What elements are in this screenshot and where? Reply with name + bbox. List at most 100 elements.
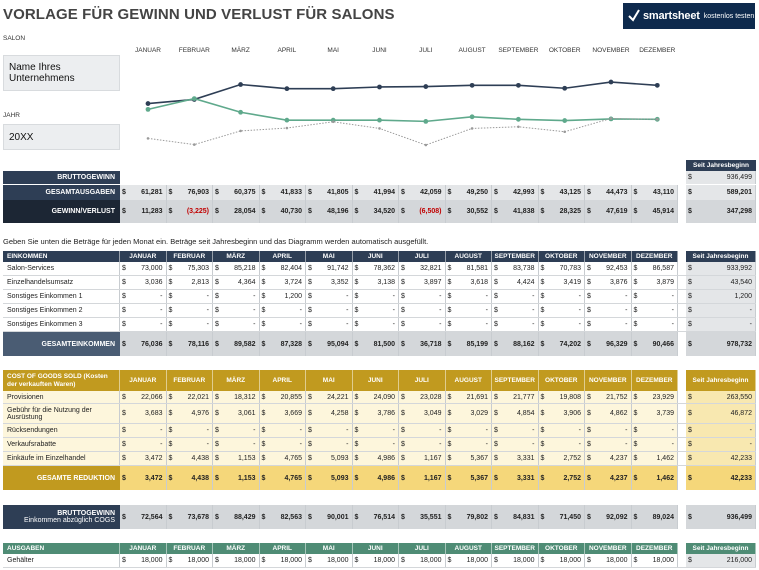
value-cell[interactable]: $75,303: [166, 262, 213, 275]
value-cell[interactable]: $21,691: [445, 391, 492, 403]
value-cell[interactable]: $ -: [631, 304, 678, 317]
value-cell[interactable]: $4,976: [166, 404, 213, 423]
value-cell[interactable]: $ -: [306, 290, 353, 303]
value-cell[interactable]: $ -: [166, 318, 213, 331]
value-cell[interactable]: $18,000: [120, 554, 167, 567]
value-cell[interactable]: $ -: [306, 318, 353, 331]
value-cell[interactable]: $18,000: [445, 554, 492, 567]
value-cell[interactable]: $4,258: [306, 404, 353, 423]
value-cell[interactable]: $ -: [120, 438, 167, 451]
value-cell[interactable]: $3,906: [538, 404, 585, 423]
value-cell[interactable]: $ -: [585, 438, 632, 451]
value-cell[interactable]: $22,021: [166, 391, 213, 403]
value-cell[interactable]: $18,000: [352, 554, 399, 567]
value-cell[interactable]: $18,000: [213, 554, 260, 567]
value-cell[interactable]: $ -: [585, 290, 632, 303]
value-cell[interactable]: $4,364: [213, 276, 260, 289]
year-input[interactable]: 20XX: [3, 124, 120, 150]
value-cell[interactable]: $86,587: [631, 262, 678, 275]
value-cell[interactable]: $83,738: [492, 262, 539, 275]
value-cell[interactable]: $18,000: [538, 554, 585, 567]
value-cell[interactable]: $ -: [538, 438, 585, 451]
value-cell[interactable]: $3,049: [399, 404, 446, 423]
value-cell[interactable]: $19,808: [538, 391, 585, 403]
value-cell[interactable]: $3,472: [120, 452, 167, 465]
value-cell[interactable]: $ -: [120, 318, 167, 331]
value-cell[interactable]: $24,221: [306, 391, 353, 403]
value-cell[interactable]: $ -: [259, 438, 306, 451]
value-cell[interactable]: $ -: [445, 438, 492, 451]
value-cell[interactable]: $4,237: [585, 452, 632, 465]
value-cell[interactable]: $2,813: [166, 276, 213, 289]
value-cell[interactable]: $3,786: [352, 404, 399, 423]
value-cell[interactable]: $32,821: [399, 262, 446, 275]
value-cell[interactable]: $3,876: [585, 276, 632, 289]
value-cell[interactable]: $ -: [492, 304, 539, 317]
value-cell[interactable]: $ -: [213, 318, 260, 331]
value-cell[interactable]: $ -: [352, 290, 399, 303]
value-cell[interactable]: $23,028: [399, 391, 446, 403]
value-cell[interactable]: $3,138: [352, 276, 399, 289]
value-cell[interactable]: $18,000: [306, 554, 353, 567]
value-cell[interactable]: $18,000: [259, 554, 306, 567]
value-cell[interactable]: $1,167: [399, 452, 446, 465]
value-cell[interactable]: $ -: [492, 318, 539, 331]
value-cell[interactable]: $18,000: [399, 554, 446, 567]
value-cell[interactable]: $ -: [352, 318, 399, 331]
value-cell[interactable]: $ -: [213, 304, 260, 317]
value-cell[interactable]: $ -: [166, 290, 213, 303]
value-cell[interactable]: $ -: [352, 424, 399, 437]
value-cell[interactable]: $1,462: [631, 452, 678, 465]
value-cell[interactable]: $ -: [306, 438, 353, 451]
value-cell[interactable]: $21,777: [492, 391, 539, 403]
value-cell[interactable]: $85,218: [213, 262, 260, 275]
value-cell[interactable]: $ -: [120, 424, 167, 437]
value-cell[interactable]: $ -: [166, 424, 213, 437]
value-cell[interactable]: $ -: [259, 424, 306, 437]
value-cell[interactable]: $ -: [585, 424, 632, 437]
value-cell[interactable]: $ -: [213, 424, 260, 437]
value-cell[interactable]: $ -: [399, 290, 446, 303]
value-cell[interactable]: $23,929: [631, 391, 678, 403]
value-cell[interactable]: $1,200: [259, 290, 306, 303]
value-cell[interactable]: $ -: [492, 424, 539, 437]
value-cell[interactable]: $ -: [352, 304, 399, 317]
value-cell[interactable]: $91,742: [306, 262, 353, 275]
value-cell[interactable]: $3,352: [306, 276, 353, 289]
value-cell[interactable]: $ -: [631, 438, 678, 451]
value-cell[interactable]: $3,061: [213, 404, 260, 423]
value-cell[interactable]: $ -: [631, 318, 678, 331]
value-cell[interactable]: $3,724: [259, 276, 306, 289]
value-cell[interactable]: $4,765: [259, 452, 306, 465]
value-cell[interactable]: $4,854: [492, 404, 539, 423]
value-cell[interactable]: $ -: [445, 290, 492, 303]
value-cell[interactable]: $ -: [538, 304, 585, 317]
value-cell[interactable]: $ -: [213, 290, 260, 303]
value-cell[interactable]: $92,453: [585, 262, 632, 275]
value-cell[interactable]: $ -: [538, 318, 585, 331]
value-cell[interactable]: $ -: [259, 318, 306, 331]
value-cell[interactable]: $70,783: [538, 262, 585, 275]
salon-name-input[interactable]: Name Ihres Unternehmens: [3, 55, 120, 91]
value-cell[interactable]: $1,153: [213, 452, 260, 465]
value-cell[interactable]: $3,029: [445, 404, 492, 423]
value-cell[interactable]: $ -: [492, 438, 539, 451]
value-cell[interactable]: $ -: [259, 304, 306, 317]
value-cell[interactable]: $18,312: [213, 391, 260, 403]
value-cell[interactable]: $ -: [585, 318, 632, 331]
value-cell[interactable]: $ -: [631, 424, 678, 437]
value-cell[interactable]: $ -: [399, 424, 446, 437]
value-cell[interactable]: $81,581: [445, 262, 492, 275]
value-cell[interactable]: $ -: [492, 290, 539, 303]
value-cell[interactable]: $ -: [306, 304, 353, 317]
value-cell[interactable]: $24,090: [352, 391, 399, 403]
value-cell[interactable]: $18,000: [631, 554, 678, 567]
value-cell[interactable]: $4,438: [166, 452, 213, 465]
value-cell[interactable]: $ -: [213, 438, 260, 451]
value-cell[interactable]: $ -: [120, 290, 167, 303]
value-cell[interactable]: $3,036: [120, 276, 167, 289]
value-cell[interactable]: $ -: [631, 290, 678, 303]
value-cell[interactable]: $3,897: [399, 276, 446, 289]
value-cell[interactable]: $82,404: [259, 262, 306, 275]
value-cell[interactable]: $73,000: [120, 262, 167, 275]
